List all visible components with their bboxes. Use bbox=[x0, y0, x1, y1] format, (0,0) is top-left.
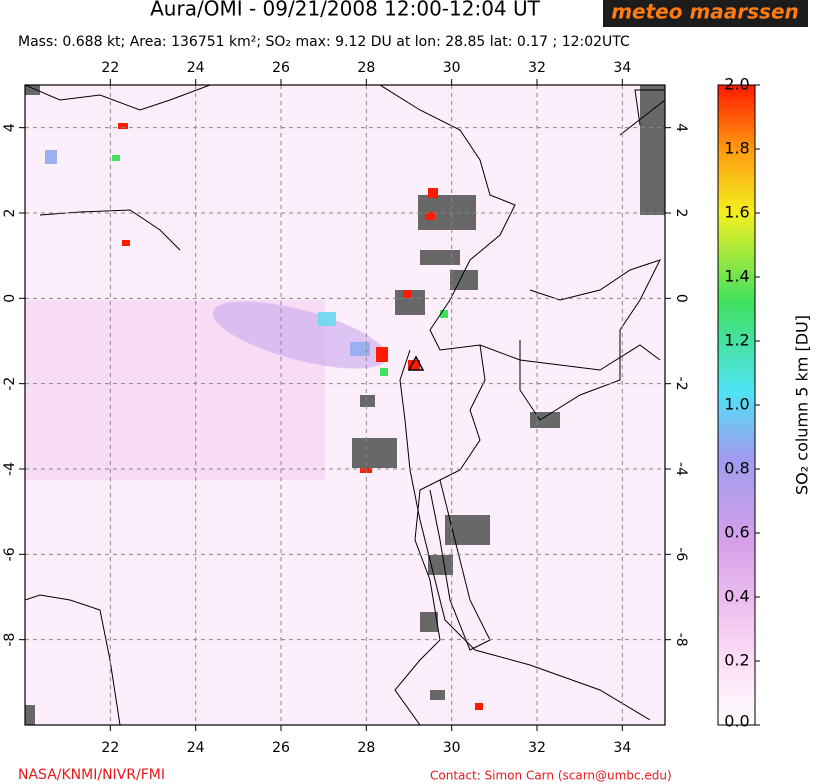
so2-pixel bbox=[112, 155, 448, 376]
x-tick-label: 30 bbox=[443, 60, 461, 76]
colorbar-tick-label: 1.8 bbox=[724, 139, 749, 158]
so2-pixel bbox=[45, 150, 57, 164]
x-tick-label: 22 bbox=[101, 740, 119, 756]
colorbar-tick-label: 1.6 bbox=[724, 203, 749, 222]
y-tick-label: 4 bbox=[673, 123, 689, 132]
x-tick-label: 28 bbox=[357, 60, 375, 76]
y-tick-label: -2 bbox=[2, 377, 18, 391]
colorbar-tick-label: 0.8 bbox=[724, 459, 749, 478]
colorbar-tick-label: 1.4 bbox=[724, 267, 749, 286]
y-tick-label: -2 bbox=[673, 377, 689, 391]
x-tick-label: 26 bbox=[272, 60, 290, 76]
colorbar-label: SO₂ column 5 km [DU] bbox=[793, 315, 812, 495]
y-tick-label: 4 bbox=[2, 123, 18, 132]
grid bbox=[25, 85, 665, 725]
y-tick-label: -8 bbox=[2, 633, 18, 647]
y-tick-label: -6 bbox=[673, 547, 689, 561]
so2-haze bbox=[212, 301, 388, 369]
logo-box bbox=[603, 0, 808, 27]
colorbar bbox=[717, 84, 756, 726]
y-tick-label: -4 bbox=[673, 462, 689, 476]
x-tick-label: 32 bbox=[528, 740, 546, 756]
y-tick-label: -8 bbox=[673, 633, 689, 647]
colorbar-tick-label: 1.2 bbox=[724, 331, 749, 350]
colorbar-tick-label: 1.0 bbox=[724, 395, 749, 414]
x-tick-label: 24 bbox=[187, 740, 205, 756]
so2-pixel bbox=[350, 342, 370, 356]
map bbox=[25, 85, 665, 725]
y-tick-label: -4 bbox=[2, 462, 18, 476]
colorbar-tick-label: 0.0 bbox=[724, 712, 749, 731]
so2-pixel bbox=[318, 312, 336, 326]
x-tick-label: 26 bbox=[272, 740, 290, 756]
y-tick-label: 2 bbox=[2, 209, 18, 218]
map-frame bbox=[24, 84, 666, 726]
credits: NASA/KNMI/NIVR/FMI bbox=[18, 767, 165, 783]
contact: Contact: Simon Carn (scarn@umbc.edu) bbox=[430, 769, 672, 783]
x-tick-label: 34 bbox=[613, 60, 631, 76]
x-tick-label: 22 bbox=[101, 60, 119, 76]
x-tick-label: 28 bbox=[357, 740, 375, 756]
y-tick-label: 0 bbox=[2, 294, 18, 303]
x-tick-label: 24 bbox=[187, 60, 205, 76]
colorbar-tick-label: 2.0 bbox=[724, 75, 749, 94]
colorbar-tick-label: 0.6 bbox=[724, 523, 749, 542]
x-tick-label: 30 bbox=[443, 740, 461, 756]
colorbar-tick-label: 0.4 bbox=[724, 587, 749, 606]
y-tick-label: -6 bbox=[2, 547, 18, 561]
y-tick-label: 2 bbox=[673, 209, 689, 218]
colorbar-tick-label: 0.2 bbox=[724, 651, 749, 670]
y-tick-label: 0 bbox=[673, 294, 689, 303]
logo: meteo maarssen bbox=[611, 0, 799, 24]
x-tick-label: 34 bbox=[613, 740, 631, 756]
title: Aura/OMI - 09/21/2008 12:00-12:04 UT bbox=[150, 0, 541, 21]
volcano-marker bbox=[407, 355, 425, 371]
subtitle: Mass: 0.688 kt; Area: 136751 km²; SO₂ ma… bbox=[18, 34, 630, 50]
x-tick-label: 32 bbox=[528, 60, 546, 76]
